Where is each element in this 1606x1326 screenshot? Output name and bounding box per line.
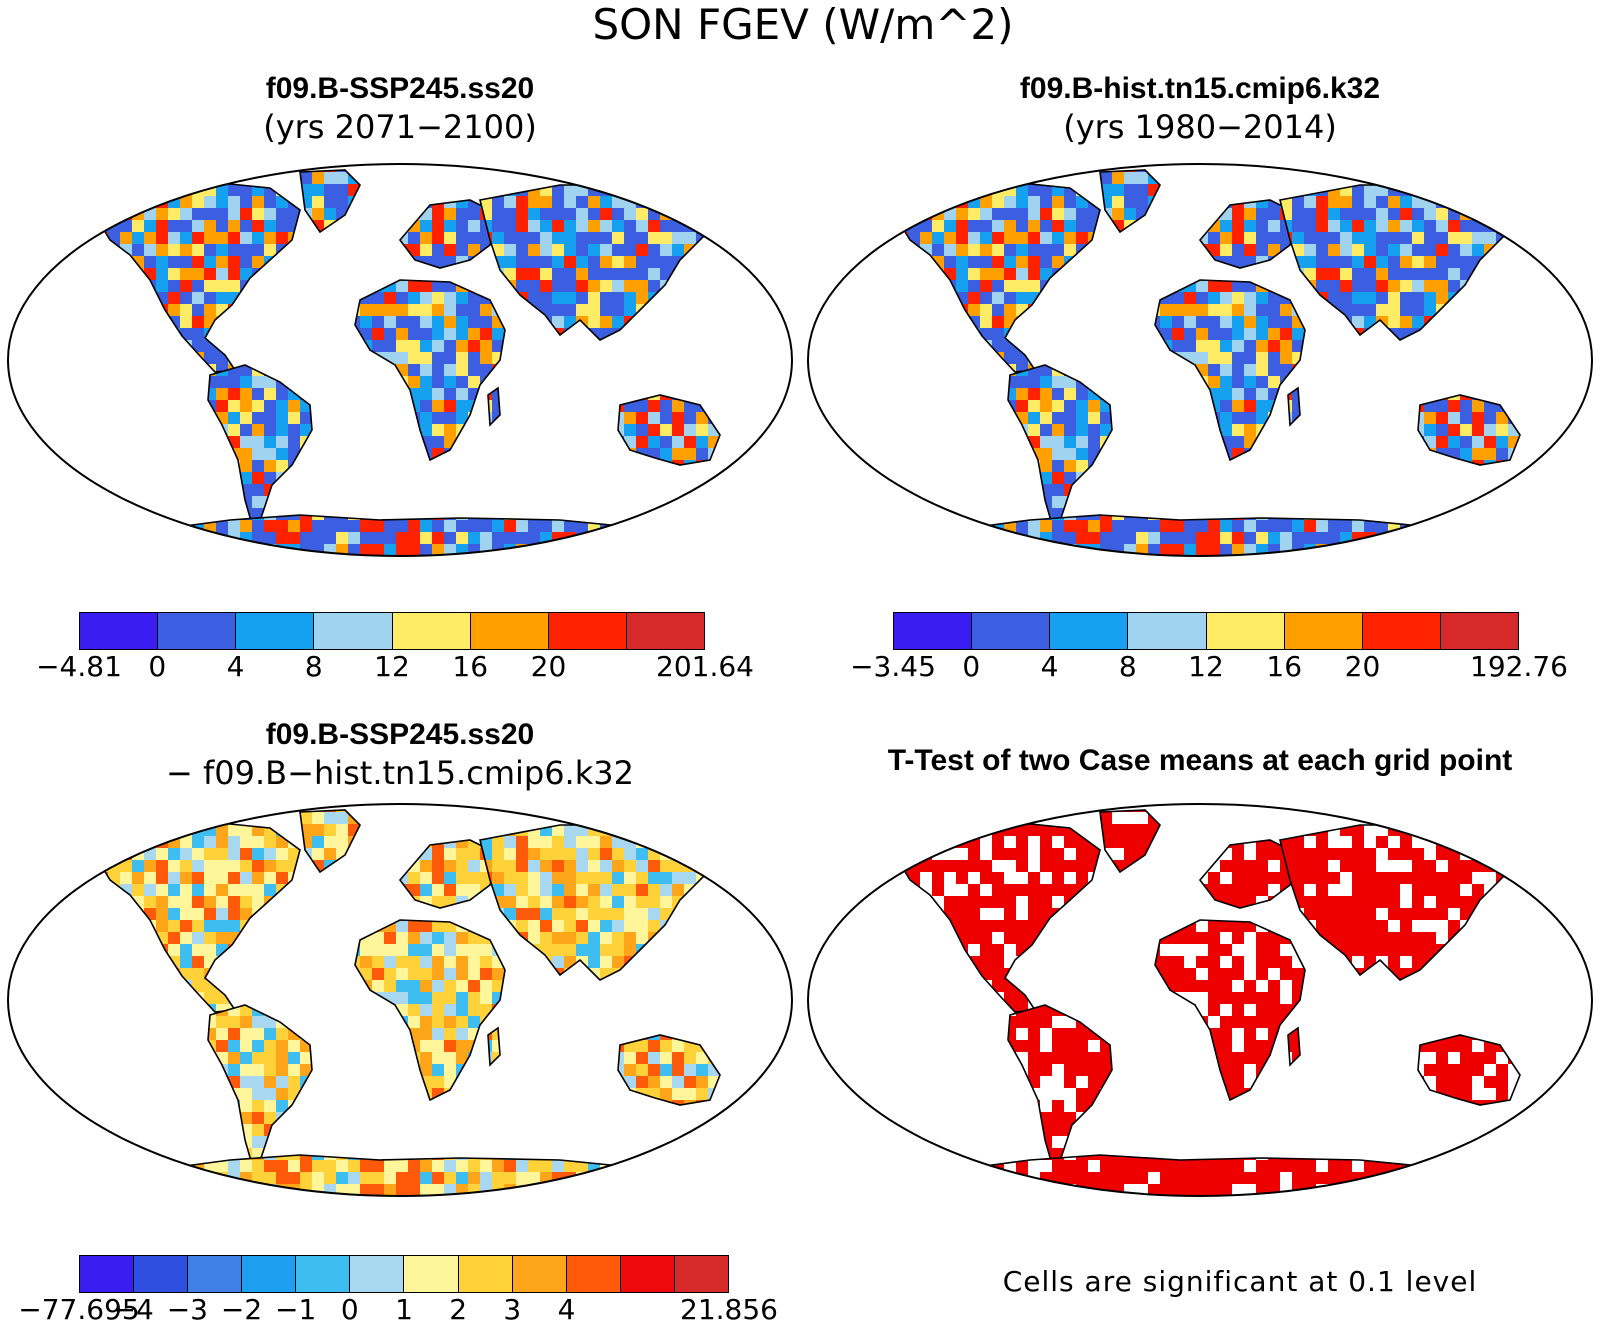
colorbar-tick-label: −1 [275, 1293, 316, 1326]
colorbar-swatch [134, 1256, 188, 1292]
panel-3-title: f09.B-SSP245.ss20 [200, 718, 600, 752]
panel-3-subtitle: − f09.B−hist.tn15.cmip6.k32 [90, 754, 710, 792]
colorbar-swatch [894, 613, 972, 649]
colorbar-tick-label: 0 [341, 1293, 359, 1326]
colorbar-tick-label: 12 [1188, 650, 1224, 683]
colorbar-swatch [158, 613, 236, 649]
colorbar-tick-label: 16 [452, 650, 488, 683]
figure-title: SON FGEV (W/m^2) [0, 0, 1606, 49]
colorbar-tick-label: −3.45 [850, 650, 936, 683]
panel-2-subtitle: (yrs 1980−2014) [980, 108, 1420, 146]
colorbar-tick-label: −2 [221, 1293, 262, 1326]
colorbar-tick-label: 2 [449, 1293, 467, 1326]
colorbar-tick-label: 0 [148, 650, 166, 683]
colorbar-tick-label: 192.76 [1470, 650, 1568, 683]
colorbar-swatch [675, 1256, 728, 1292]
colorbar-tick-label: 20 [531, 650, 567, 683]
colorbar-tick-label: 0 [962, 650, 980, 683]
significance-note: Cells are significant at 0.1 level [920, 1265, 1560, 1298]
colorbar-difference [79, 1255, 729, 1293]
colorbar-swatch [1363, 613, 1441, 649]
colorbar-tick-label: −4 [113, 1293, 154, 1326]
land-africa [0, 800, 800, 1200]
colorbar-swatch [80, 1256, 134, 1292]
colorbar-swatch [1207, 613, 1285, 649]
colorbar-swatch [350, 1256, 404, 1292]
panel-4-title: T-Test of two Case means at each grid po… [800, 744, 1600, 778]
colorbar-tick-label: 4 [558, 1293, 576, 1326]
colorbar-tick-label: 201.64 [656, 650, 754, 683]
colorbar-tick-label: 16 [1266, 650, 1302, 683]
panel-2-title: f09.B-hist.tn15.cmip6.k32 [980, 72, 1420, 106]
colorbar-swatch [1050, 613, 1128, 649]
colorbar-swatch [404, 1256, 458, 1292]
colorbar-swatch [1128, 613, 1206, 649]
colorbar-swatch [567, 1256, 621, 1292]
colorbar-swatch [1285, 613, 1363, 649]
colorbar-tick-label: 4 [227, 650, 245, 683]
land-africa [800, 160, 1600, 560]
map-case-1 [0, 160, 800, 560]
colorbar-case-1 [79, 612, 705, 650]
map-difference [0, 800, 800, 1200]
colorbar-tick-label: −4.81 [36, 650, 122, 683]
colorbar-tick-label: 8 [1119, 650, 1137, 683]
colorbar-swatch [459, 1256, 513, 1292]
colorbar-tick-label: 12 [374, 650, 410, 683]
map-case-2 [800, 160, 1600, 560]
colorbar-swatch [621, 1256, 675, 1292]
colorbar-tick-label: 21.856 [680, 1293, 778, 1326]
colorbar-swatch [236, 613, 314, 649]
colorbar-swatch [513, 1256, 567, 1292]
colorbar-swatch [296, 1256, 350, 1292]
land-africa [0, 160, 800, 560]
colorbar-swatch [314, 613, 392, 649]
colorbar-swatch [972, 613, 1050, 649]
colorbar-swatch [80, 613, 158, 649]
colorbar-tick-label: 8 [305, 650, 323, 683]
colorbar-swatch [242, 1256, 296, 1292]
colorbar-swatch [549, 613, 627, 649]
colorbar-swatch [627, 613, 704, 649]
colorbar-tick-label: 3 [503, 1293, 521, 1326]
colorbar-tick-label: 20 [1345, 650, 1381, 683]
colorbar-swatch [393, 613, 471, 649]
panel-1-title: f09.B-SSP245.ss20 [200, 72, 600, 106]
colorbar-swatch [471, 613, 549, 649]
colorbar-case-2 [893, 612, 1519, 650]
map-ttest [800, 800, 1600, 1200]
colorbar-tick-label: 1 [395, 1293, 413, 1326]
colorbar-tick-label: −3 [167, 1293, 208, 1326]
panel-1-subtitle: (yrs 2071−2100) [180, 108, 620, 146]
land-africa [800, 800, 1600, 1200]
colorbar-swatch [188, 1256, 242, 1292]
colorbar-tick-label: 4 [1041, 650, 1059, 683]
colorbar-swatch [1441, 613, 1518, 649]
